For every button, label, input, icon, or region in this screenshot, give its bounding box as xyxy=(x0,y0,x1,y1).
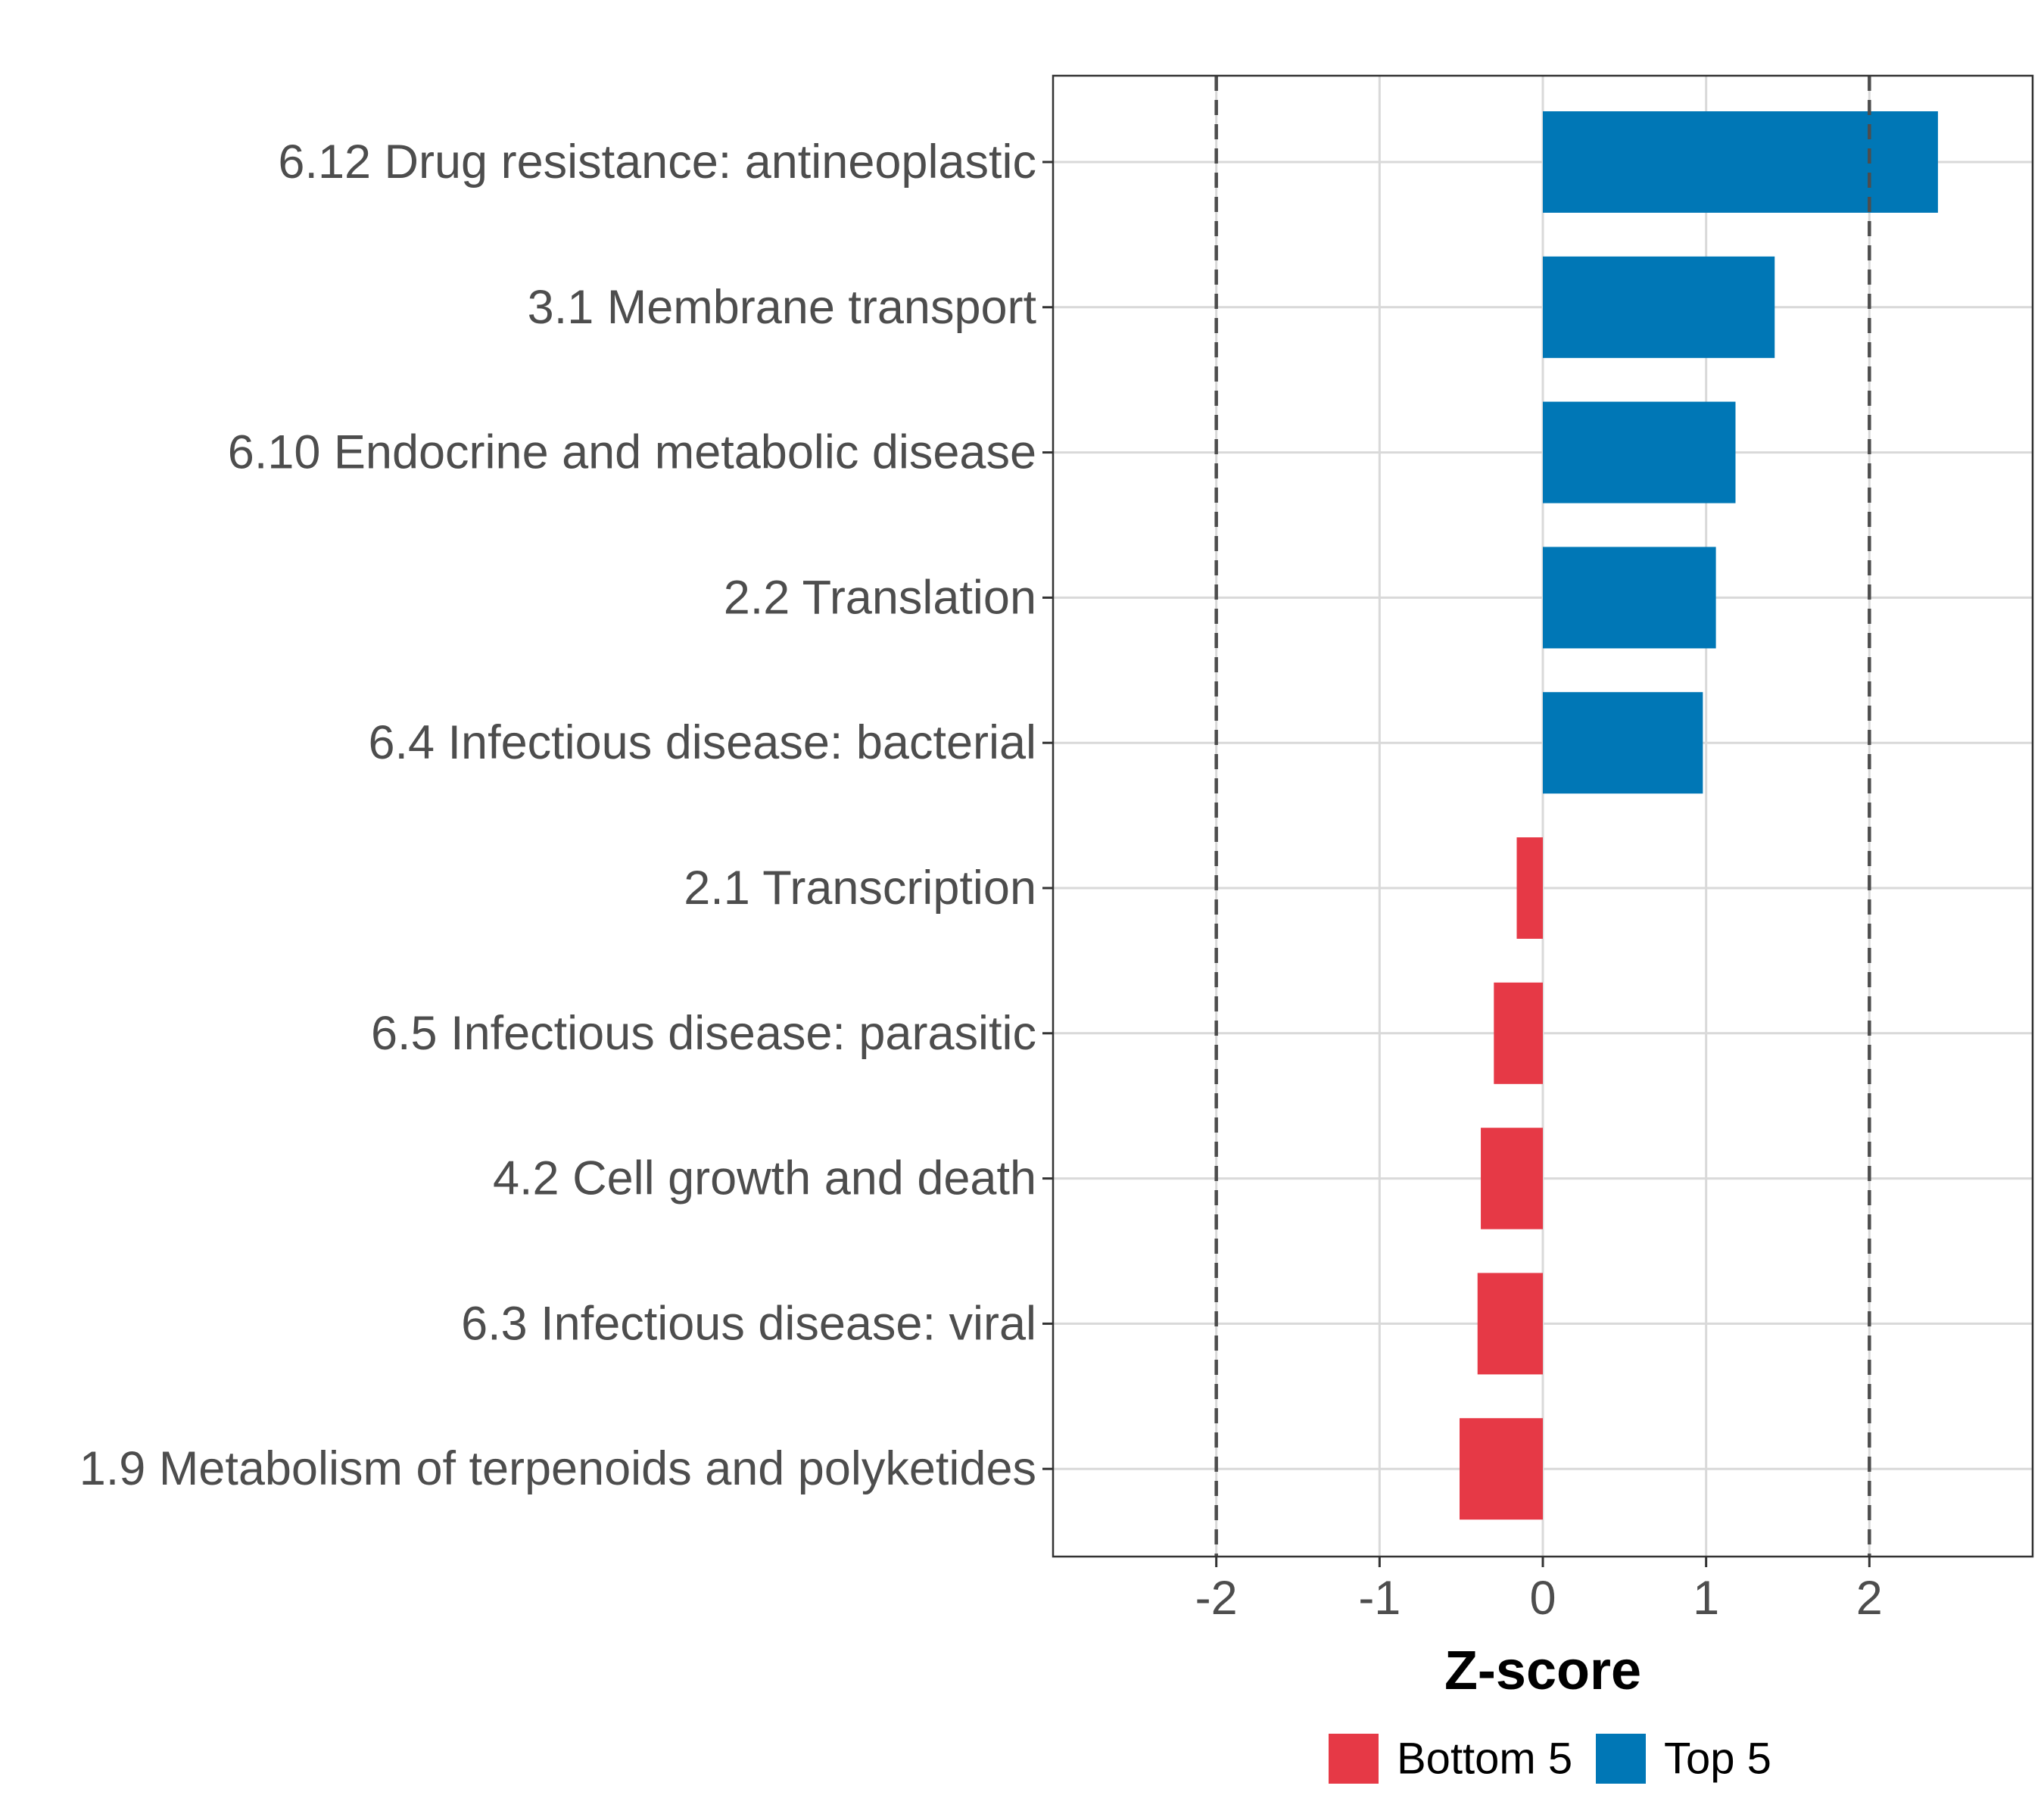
legend-swatch-top-5 xyxy=(1596,1734,1646,1784)
category-label: 6.4 Infectious disease: bacterial xyxy=(368,716,1036,769)
category-label: 6.10 Endocrine and metabolic disease xyxy=(228,426,1036,479)
category-label: 6.5 Infectious disease: parasitic xyxy=(371,1007,1036,1060)
bar-8 xyxy=(1481,1127,1543,1230)
bar-7 xyxy=(1494,982,1543,1084)
legend-label: Top 5 xyxy=(1664,1734,1771,1784)
category-label: 3.1 Membrane transport xyxy=(528,281,1037,334)
x-tick-label: -1 xyxy=(1358,1572,1401,1625)
category-label: 2.2 Translation xyxy=(724,571,1036,624)
x-tick-label: -2 xyxy=(1195,1572,1238,1625)
x-tick-label: 1 xyxy=(1693,1572,1719,1625)
bars xyxy=(1460,111,1938,1520)
bar-6 xyxy=(1516,837,1543,939)
bar-4 xyxy=(1543,547,1716,649)
x-axis-ticks: -2 -1 0 1 2 xyxy=(1195,1557,1883,1625)
bar-1 xyxy=(1543,111,1938,213)
category-label: 6.3 Infectious disease: viral xyxy=(461,1297,1036,1350)
category-label: 6.12 Drug resistance: antineoplastic xyxy=(278,136,1036,189)
category-label: 4.2 Cell growth and death xyxy=(493,1152,1036,1205)
y-axis-ticks: 6.12 Drug resistance: antineoplastic 3.1 … xyxy=(79,136,1053,1495)
category-label: 2.1 Transcription xyxy=(684,862,1036,915)
legend-label: Bottom 5 xyxy=(1397,1734,1572,1784)
x-tick-label: 2 xyxy=(1856,1572,1883,1625)
category-label: 1.9 Metabolism of terpenoids and polyket… xyxy=(79,1442,1036,1495)
legend: Bottom 5 Top 5 xyxy=(1329,1734,1771,1784)
bar-10 xyxy=(1460,1418,1543,1520)
x-tick-label: 0 xyxy=(1529,1572,1556,1625)
reference-lines xyxy=(1214,76,1871,1557)
bar-9 xyxy=(1477,1273,1543,1375)
bar-2 xyxy=(1543,256,1775,358)
bar-3 xyxy=(1543,401,1736,503)
legend-swatch-bottom-5 xyxy=(1329,1734,1379,1784)
bar-5 xyxy=(1543,692,1703,794)
x-axis-title: Z-score xyxy=(1444,1641,1641,1701)
